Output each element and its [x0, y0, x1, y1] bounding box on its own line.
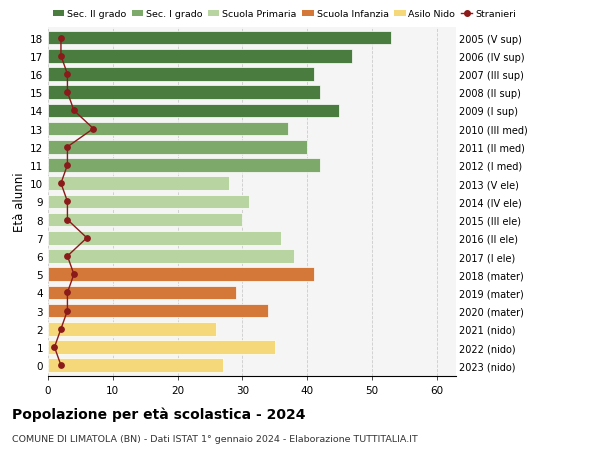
Legend: Sec. II grado, Sec. I grado, Scuola Primaria, Scuola Infanzia, Asilo Nido, Stran: Sec. II grado, Sec. I grado, Scuola Prim…	[53, 11, 516, 19]
Point	[62, 253, 72, 260]
Bar	[48, 195, 249, 209]
Point	[56, 362, 66, 369]
Bar	[48, 159, 320, 173]
Bar	[48, 32, 391, 45]
Text: COMUNE DI LIMATOLA (BN) - Dati ISTAT 1° gennaio 2024 - Elaborazione TUTTITALIA.I: COMUNE DI LIMATOLA (BN) - Dati ISTAT 1° …	[12, 434, 418, 443]
Bar	[48, 268, 314, 281]
Point	[62, 198, 72, 206]
Point	[62, 144, 72, 151]
Bar	[48, 250, 294, 263]
Bar	[48, 213, 242, 227]
Point	[56, 53, 66, 60]
Y-axis label: Età alunni: Età alunni	[13, 172, 26, 232]
Bar	[48, 358, 223, 372]
Point	[56, 325, 66, 333]
Text: Popolazione per età scolastica - 2024: Popolazione per età scolastica - 2024	[12, 406, 305, 421]
Bar	[48, 341, 275, 354]
Bar	[48, 304, 268, 318]
Point	[62, 71, 72, 78]
Bar	[48, 231, 281, 245]
Point	[62, 289, 72, 297]
Bar	[48, 177, 229, 190]
Bar	[48, 50, 352, 63]
Point	[62, 89, 72, 97]
Bar	[48, 322, 217, 336]
Point	[82, 235, 92, 242]
Point	[62, 308, 72, 315]
Bar	[48, 140, 307, 154]
Bar	[48, 123, 287, 136]
Point	[69, 271, 79, 278]
Bar	[48, 286, 236, 300]
Bar	[48, 104, 340, 118]
Point	[62, 217, 72, 224]
Point	[89, 126, 98, 133]
Point	[56, 180, 66, 187]
Bar	[48, 68, 314, 82]
Point	[56, 35, 66, 42]
Point	[69, 107, 79, 115]
Bar	[48, 86, 320, 100]
Point	[62, 162, 72, 169]
Point	[50, 344, 59, 351]
